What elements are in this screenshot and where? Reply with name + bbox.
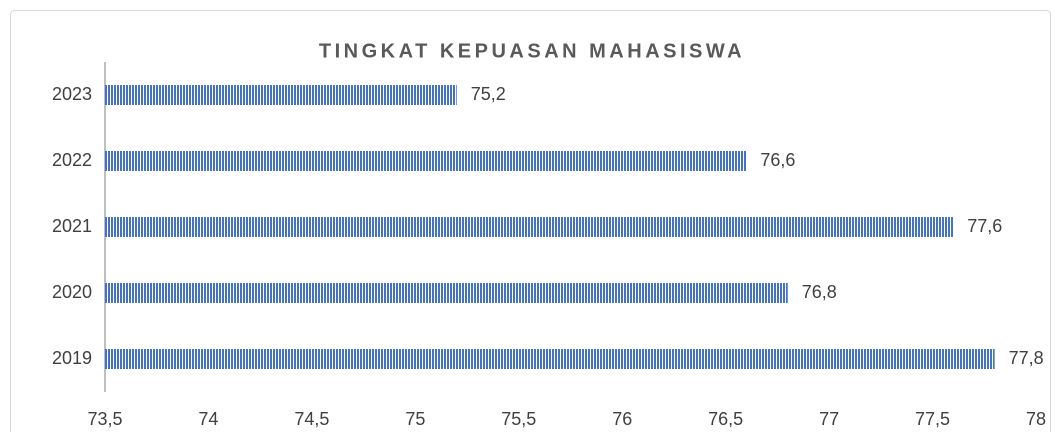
bar	[105, 151, 747, 171]
bar	[105, 283, 788, 303]
x-tick-label: 76,5	[708, 409, 743, 429]
chart-border	[10, 10, 1051, 432]
data-label: 76,6	[760, 150, 795, 170]
data-label: 75,2	[471, 84, 506, 104]
x-tick-label: 77	[819, 409, 839, 429]
bar	[105, 349, 995, 369]
data-label: 77,6	[967, 216, 1002, 236]
x-tick-label: 75	[405, 409, 425, 429]
data-label: 77,8	[1009, 348, 1044, 368]
x-tick-label: 74,5	[294, 409, 329, 429]
chart-title: TINGKAT KEPUASAN MAHASISWA	[319, 40, 745, 62]
data-label: 76,8	[802, 282, 837, 302]
y-tick-label: 2021	[52, 216, 92, 236]
x-tick-label: 77,5	[915, 409, 950, 429]
y-tick-label: 2019	[52, 348, 92, 368]
x-tick-label: 75,5	[501, 409, 536, 429]
y-tick-label: 2020	[52, 282, 92, 302]
y-tick-label: 2022	[52, 150, 92, 170]
bar	[105, 217, 954, 237]
x-tick-label: 73,5	[87, 409, 122, 429]
x-tick-label: 76	[612, 409, 632, 429]
x-tick-label: 78	[1026, 409, 1046, 429]
bar	[105, 85, 457, 105]
y-tick-label: 2023	[52, 84, 92, 104]
x-tick-label: 74	[198, 409, 218, 429]
